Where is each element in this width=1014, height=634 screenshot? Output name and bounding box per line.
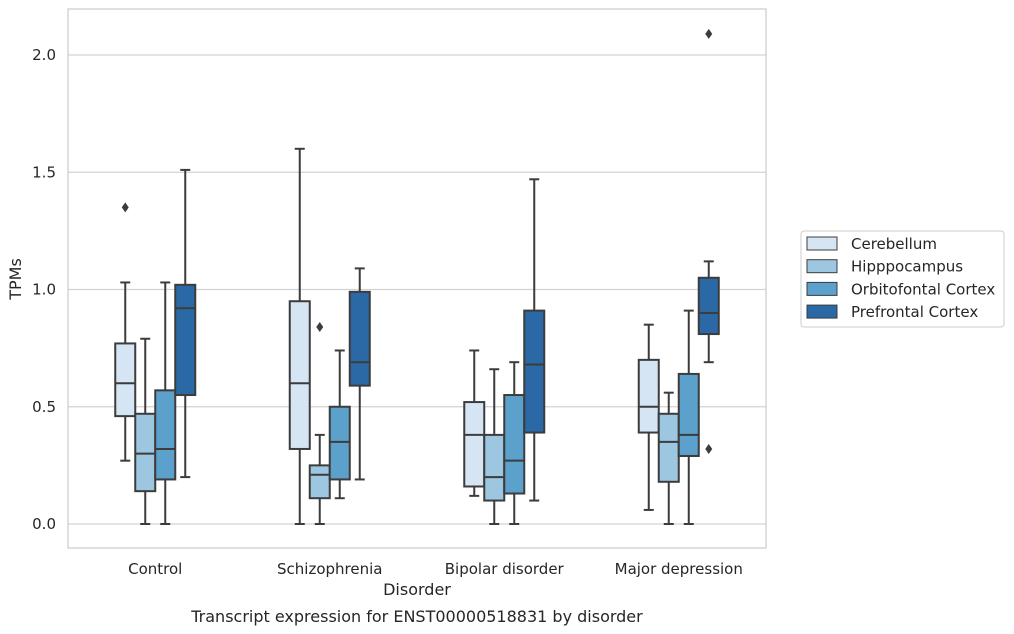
y-tick-label: 0.5 — [32, 398, 56, 416]
box-iqr — [637, 358, 660, 434]
x-tick-label: Schizophrenia — [277, 560, 382, 578]
box-iqr — [483, 433, 506, 502]
y-tick-label: 2.0 — [32, 46, 56, 64]
box-prefrontal-cortex-major-depression — [697, 28, 720, 454]
box-iqr — [328, 405, 351, 481]
legend-swatch — [806, 281, 838, 296]
box-iqr — [677, 372, 700, 457]
box-orbitofontal-cortex-bipolar-disorder — [503, 361, 526, 525]
box-iqr — [114, 342, 137, 418]
box-hipppocampus-control — [134, 337, 157, 525]
box-hipppocampus-schizophrenia — [308, 322, 331, 525]
box-prefrontal-cortex-schizophrenia — [348, 267, 371, 481]
box-cerebellum-major-depression — [637, 323, 660, 511]
y-tick-label: 1.0 — [32, 281, 56, 299]
box-orbitofontal-cortex-schizophrenia — [328, 349, 351, 500]
x-tick-label: Major depression — [615, 560, 743, 578]
y-axis-ticks: 0.0 0.5 1.0 1.5 2.0 — [32, 46, 56, 533]
box-iqr — [503, 394, 526, 495]
box-iqr — [348, 290, 371, 387]
box-iqr — [154, 389, 177, 481]
legend-swatch — [806, 259, 838, 274]
box-iqr — [174, 283, 197, 397]
chart-caption: Transcript expression for ENST0000051883… — [190, 607, 643, 626]
boxes — [114, 28, 720, 525]
legend-swatch — [806, 304, 838, 319]
outlier-point — [316, 322, 324, 333]
outlier-point — [705, 28, 713, 39]
box-prefrontal-cortex-control — [174, 168, 197, 479]
box-hipppocampus-major-depression — [657, 391, 680, 525]
legend-label: Cerebellum — [851, 235, 937, 253]
plot-area-frame — [67, 8, 767, 549]
legend-frame — [800, 230, 1005, 328]
legend-label: Orbitofontal Cortex — [851, 280, 995, 298]
x-axis-ticks: Control Schizophrenia Bipolar disorder Majo… — [128, 560, 743, 578]
box-orbitofontal-cortex-control — [154, 281, 177, 525]
box-cerebellum-bipolar-disorder — [463, 349, 486, 497]
y-axis-title: TPMs — [6, 258, 25, 301]
box-orbitofontal-cortex-major-depression — [677, 309, 700, 525]
y-tick-label: 0.0 — [32, 515, 56, 533]
legend-label: Hipppocampus — [851, 258, 963, 276]
box-iqr — [697, 276, 720, 336]
x-axis-title: Disorder — [383, 580, 451, 599]
legend-label: Prefrontal Cortex — [851, 303, 978, 321]
outlier-point — [705, 443, 713, 454]
box-iqr — [308, 464, 331, 500]
legend: Cerebellum Hipppocampus Orbitofontal Corte… — [800, 230, 1005, 328]
box-hipppocampus-bipolar-disorder — [483, 368, 506, 525]
box-iqr — [134, 412, 157, 493]
x-tick-label: Control — [128, 560, 182, 578]
legend-items: Cerebellum Hipppocampus Orbitofontal Corte… — [806, 235, 995, 321]
box-cerebellum-control — [114, 202, 137, 462]
box-iqr — [463, 401, 486, 488]
box-iqr — [523, 309, 546, 434]
box-iqr — [657, 412, 680, 483]
x-tick-label: Bipolar disorder — [445, 560, 565, 578]
legend-swatch — [806, 236, 838, 251]
box-prefrontal-cortex-bipolar-disorder — [523, 178, 546, 502]
outlier-point — [121, 202, 129, 213]
y-tick-label: 1.5 — [32, 163, 56, 181]
box-iqr — [288, 300, 311, 450]
box-cerebellum-schizophrenia — [288, 147, 311, 525]
